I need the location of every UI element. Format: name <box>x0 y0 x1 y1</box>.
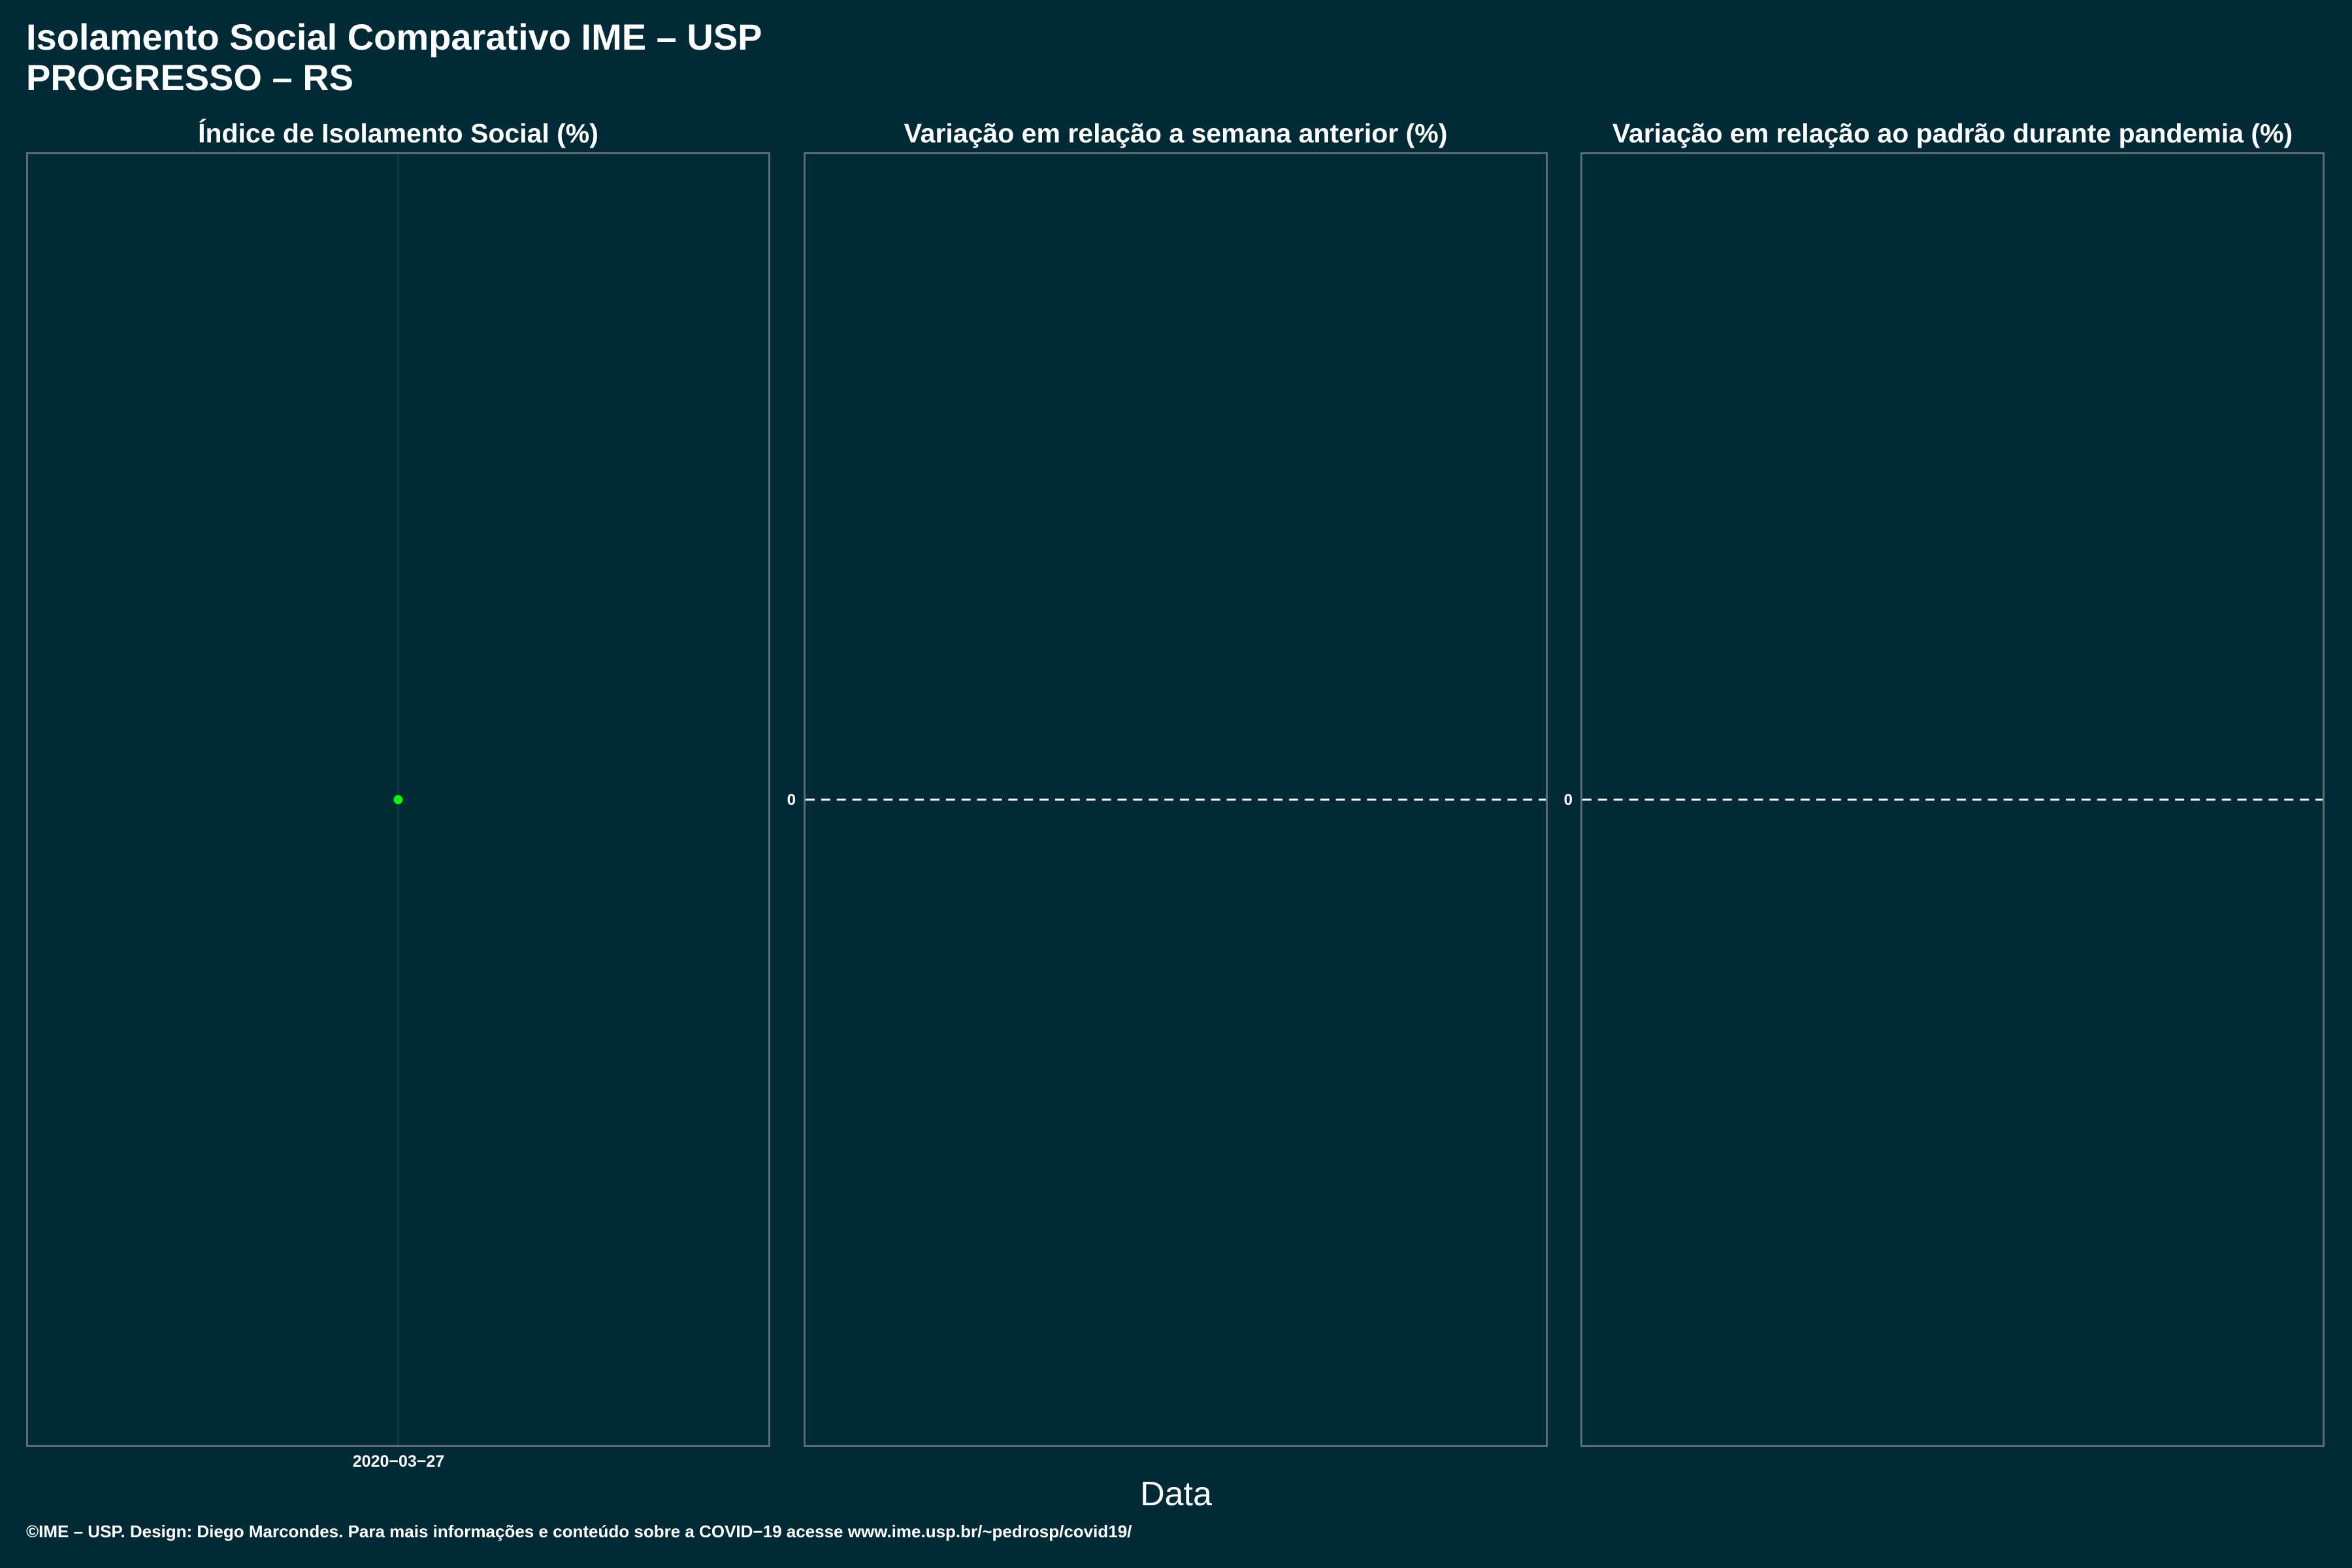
panel-2-title: Variação em relação a semana anterior (%… <box>904 118 1448 148</box>
panel-1-title: Índice de Isolamento Social (%) <box>198 118 598 148</box>
panel-1-plot-area <box>26 152 770 1447</box>
panel-3-title: Variação em relação ao padrão durante pa… <box>1612 118 2293 148</box>
panel-3-y-tick-label: 0 <box>1563 791 1573 809</box>
chart-title: Isolamento Social Comparativo IME – USP … <box>26 17 762 98</box>
panel-2-svg <box>806 798 1546 801</box>
panel-1-data-point <box>393 795 403 804</box>
panel-3-plot-area <box>1580 152 2325 1447</box>
x-axis-label: Data <box>1140 1475 1212 1513</box>
panel-2-plot-area <box>804 152 1548 1447</box>
panel-2-y-tick-label: 0 <box>787 791 796 809</box>
chart-title-line2: PROGRESSO – RS <box>26 57 354 98</box>
panel-3-svg <box>1582 798 2323 801</box>
panel-1-svg <box>393 154 403 1445</box>
panel-1-points <box>393 795 403 804</box>
caption: ©IME – USP. Design: Diego Marcondes. Par… <box>26 1522 1132 1541</box>
chart-title-line1: Isolamento Social Comparativo IME – USP <box>26 16 762 57</box>
panel-1-x-tick-label: 2020−03−27 <box>352 1452 445 1471</box>
